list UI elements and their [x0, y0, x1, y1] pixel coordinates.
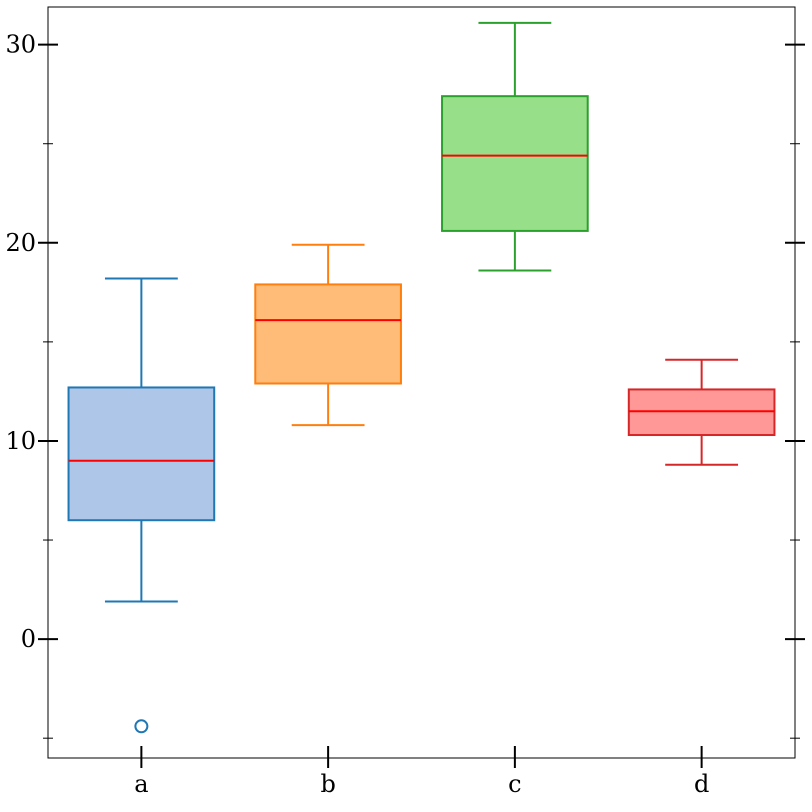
x-tick-label: d: [694, 770, 709, 798]
x-axis: a b c d: [134, 746, 709, 798]
y-tick-label: 20: [5, 229, 36, 257]
box-a: [67, 277, 216, 734]
boxes: [67, 21, 776, 734]
y-tick-label: 0: [21, 625, 36, 653]
x-tick-label: b: [320, 770, 335, 798]
x-tick-label: a: [134, 770, 148, 798]
y-tick-label: 10: [5, 427, 36, 455]
box-b: [254, 243, 402, 427]
plot-frame: [47, 6, 796, 759]
x-tick-label: c: [508, 770, 521, 798]
iqr-box: [254, 283, 402, 385]
box-d: [627, 358, 776, 466]
y-tick-label: 30: [5, 31, 36, 59]
y-axis: 0 10 20 30: [5, 31, 805, 739]
iqr-box: [67, 386, 216, 522]
iqr-box: [441, 95, 589, 232]
outlier-point: [134, 719, 149, 734]
box-c: [441, 21, 589, 272]
